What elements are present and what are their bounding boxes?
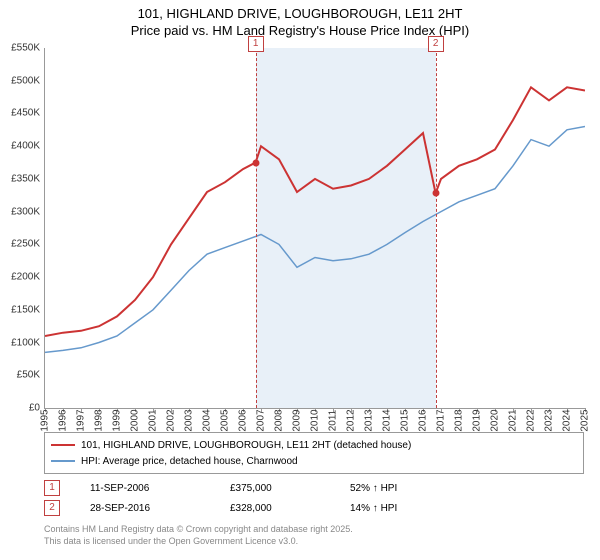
legend-label-1: 101, HIGHLAND DRIVE, LOUGHBOROUGH, LE11 … xyxy=(81,440,411,451)
x-axis-label: 1998 xyxy=(94,409,105,431)
x-axis-label: 2020 xyxy=(490,409,501,431)
y-axis-label: £200K xyxy=(0,272,40,283)
y-axis-label: £500K xyxy=(0,75,40,86)
x-axis-label: 2012 xyxy=(346,409,357,431)
x-axis-label: 2000 xyxy=(130,409,141,431)
sale-marker-box-2: 2 xyxy=(428,36,444,52)
x-axis-label: 2004 xyxy=(202,409,213,431)
sale-marker-line-2 xyxy=(436,48,437,408)
x-axis-label: 2001 xyxy=(148,409,159,431)
x-axis-label: 1995 xyxy=(40,409,51,431)
chart-title: 101, HIGHLAND DRIVE, LOUGHBOROUGH, LE11 … xyxy=(0,0,600,40)
y-axis-label: £300K xyxy=(0,206,40,217)
y-axis-label: £0 xyxy=(0,403,40,414)
series-line-hpi xyxy=(45,127,585,353)
sales-row-price: £375,000 xyxy=(230,483,320,494)
x-axis-label: 1996 xyxy=(58,409,69,431)
title-line2: Price paid vs. HM Land Registry's House … xyxy=(131,23,469,38)
credit-line2: This data is licensed under the Open Gov… xyxy=(44,536,298,546)
chart-lines xyxy=(45,48,585,408)
x-axis-label: 2015 xyxy=(400,409,411,431)
y-axis-label: £250K xyxy=(0,239,40,250)
sales-row-price: £328,000 xyxy=(230,503,320,514)
sale-marker-line-1 xyxy=(256,48,257,408)
chart-legend: 101, HIGHLAND DRIVE, LOUGHBOROUGH, LE11 … xyxy=(44,432,584,474)
sales-row-marker: 2 xyxy=(44,500,60,516)
legend-row-2: HPI: Average price, detached house, Char… xyxy=(51,453,577,469)
legend-label-2: HPI: Average price, detached house, Char… xyxy=(81,456,298,467)
x-axis-label: 2017 xyxy=(436,409,447,431)
x-axis-label: 2013 xyxy=(364,409,375,431)
sales-row-delta: 52% ↑ HPI xyxy=(350,483,397,494)
legend-swatch-2 xyxy=(51,460,75,462)
x-axis-label: 2010 xyxy=(310,409,321,431)
sales-row-date: 11-SEP-2006 xyxy=(90,483,200,494)
sale-marker-dot-1 xyxy=(252,159,259,166)
sales-row-delta: 14% ↑ HPI xyxy=(350,503,397,514)
sales-row-marker: 1 xyxy=(44,480,60,496)
y-axis-label: £350K xyxy=(0,173,40,184)
x-axis-label: 2019 xyxy=(472,409,483,431)
sales-table: 1 11-SEP-2006 £375,000 52% ↑ HPI 2 28-SEP-201… xyxy=(44,478,584,518)
x-axis-label: 2016 xyxy=(418,409,429,431)
x-axis-label: 2022 xyxy=(526,409,537,431)
title-line1: 101, HIGHLAND DRIVE, LOUGHBOROUGH, LE11 … xyxy=(138,6,463,21)
sales-row-date: 28-SEP-2016 xyxy=(90,503,200,514)
sales-table-row: 1 11-SEP-2006 £375,000 52% ↑ HPI xyxy=(44,478,584,498)
y-axis-label: £450K xyxy=(0,108,40,119)
x-axis-label: 2009 xyxy=(292,409,303,431)
x-axis-label: 1997 xyxy=(76,409,87,431)
x-axis-label: 2008 xyxy=(274,409,285,431)
x-axis-label: 2023 xyxy=(544,409,555,431)
legend-row-1: 101, HIGHLAND DRIVE, LOUGHBOROUGH, LE11 … xyxy=(51,437,577,453)
chart-plot-area: 1995199619971998199920002001200220032004… xyxy=(44,48,585,409)
y-axis-label: £50K xyxy=(0,370,40,381)
x-axis-label: 1999 xyxy=(112,409,123,431)
x-axis-label: 2005 xyxy=(220,409,231,431)
x-axis-label: 2003 xyxy=(184,409,195,431)
y-axis-label: £550K xyxy=(0,43,40,54)
x-axis-label: 2018 xyxy=(454,409,465,431)
x-axis-label: 2007 xyxy=(256,409,267,431)
sale-marker-dot-2 xyxy=(432,190,439,197)
y-axis-label: £400K xyxy=(0,141,40,152)
x-axis-label: 2014 xyxy=(382,409,393,431)
y-axis-label: £150K xyxy=(0,304,40,315)
credit-line1: Contains HM Land Registry data © Crown c… xyxy=(44,524,353,534)
x-axis-label: 2024 xyxy=(562,409,573,431)
x-axis-label: 2011 xyxy=(328,410,339,432)
x-axis-label: 2006 xyxy=(238,409,249,431)
x-axis-label: 2025 xyxy=(580,409,591,431)
series-line-price_paid xyxy=(45,87,585,336)
legend-swatch-1 xyxy=(51,444,75,446)
y-axis-label: £100K xyxy=(0,337,40,348)
sales-table-row: 2 28-SEP-2016 £328,000 14% ↑ HPI xyxy=(44,498,584,518)
x-axis-label: 2021 xyxy=(508,409,519,431)
credit-text: Contains HM Land Registry data © Crown c… xyxy=(44,524,353,547)
x-axis-label: 2002 xyxy=(166,409,177,431)
sale-marker-box-1: 1 xyxy=(248,36,264,52)
